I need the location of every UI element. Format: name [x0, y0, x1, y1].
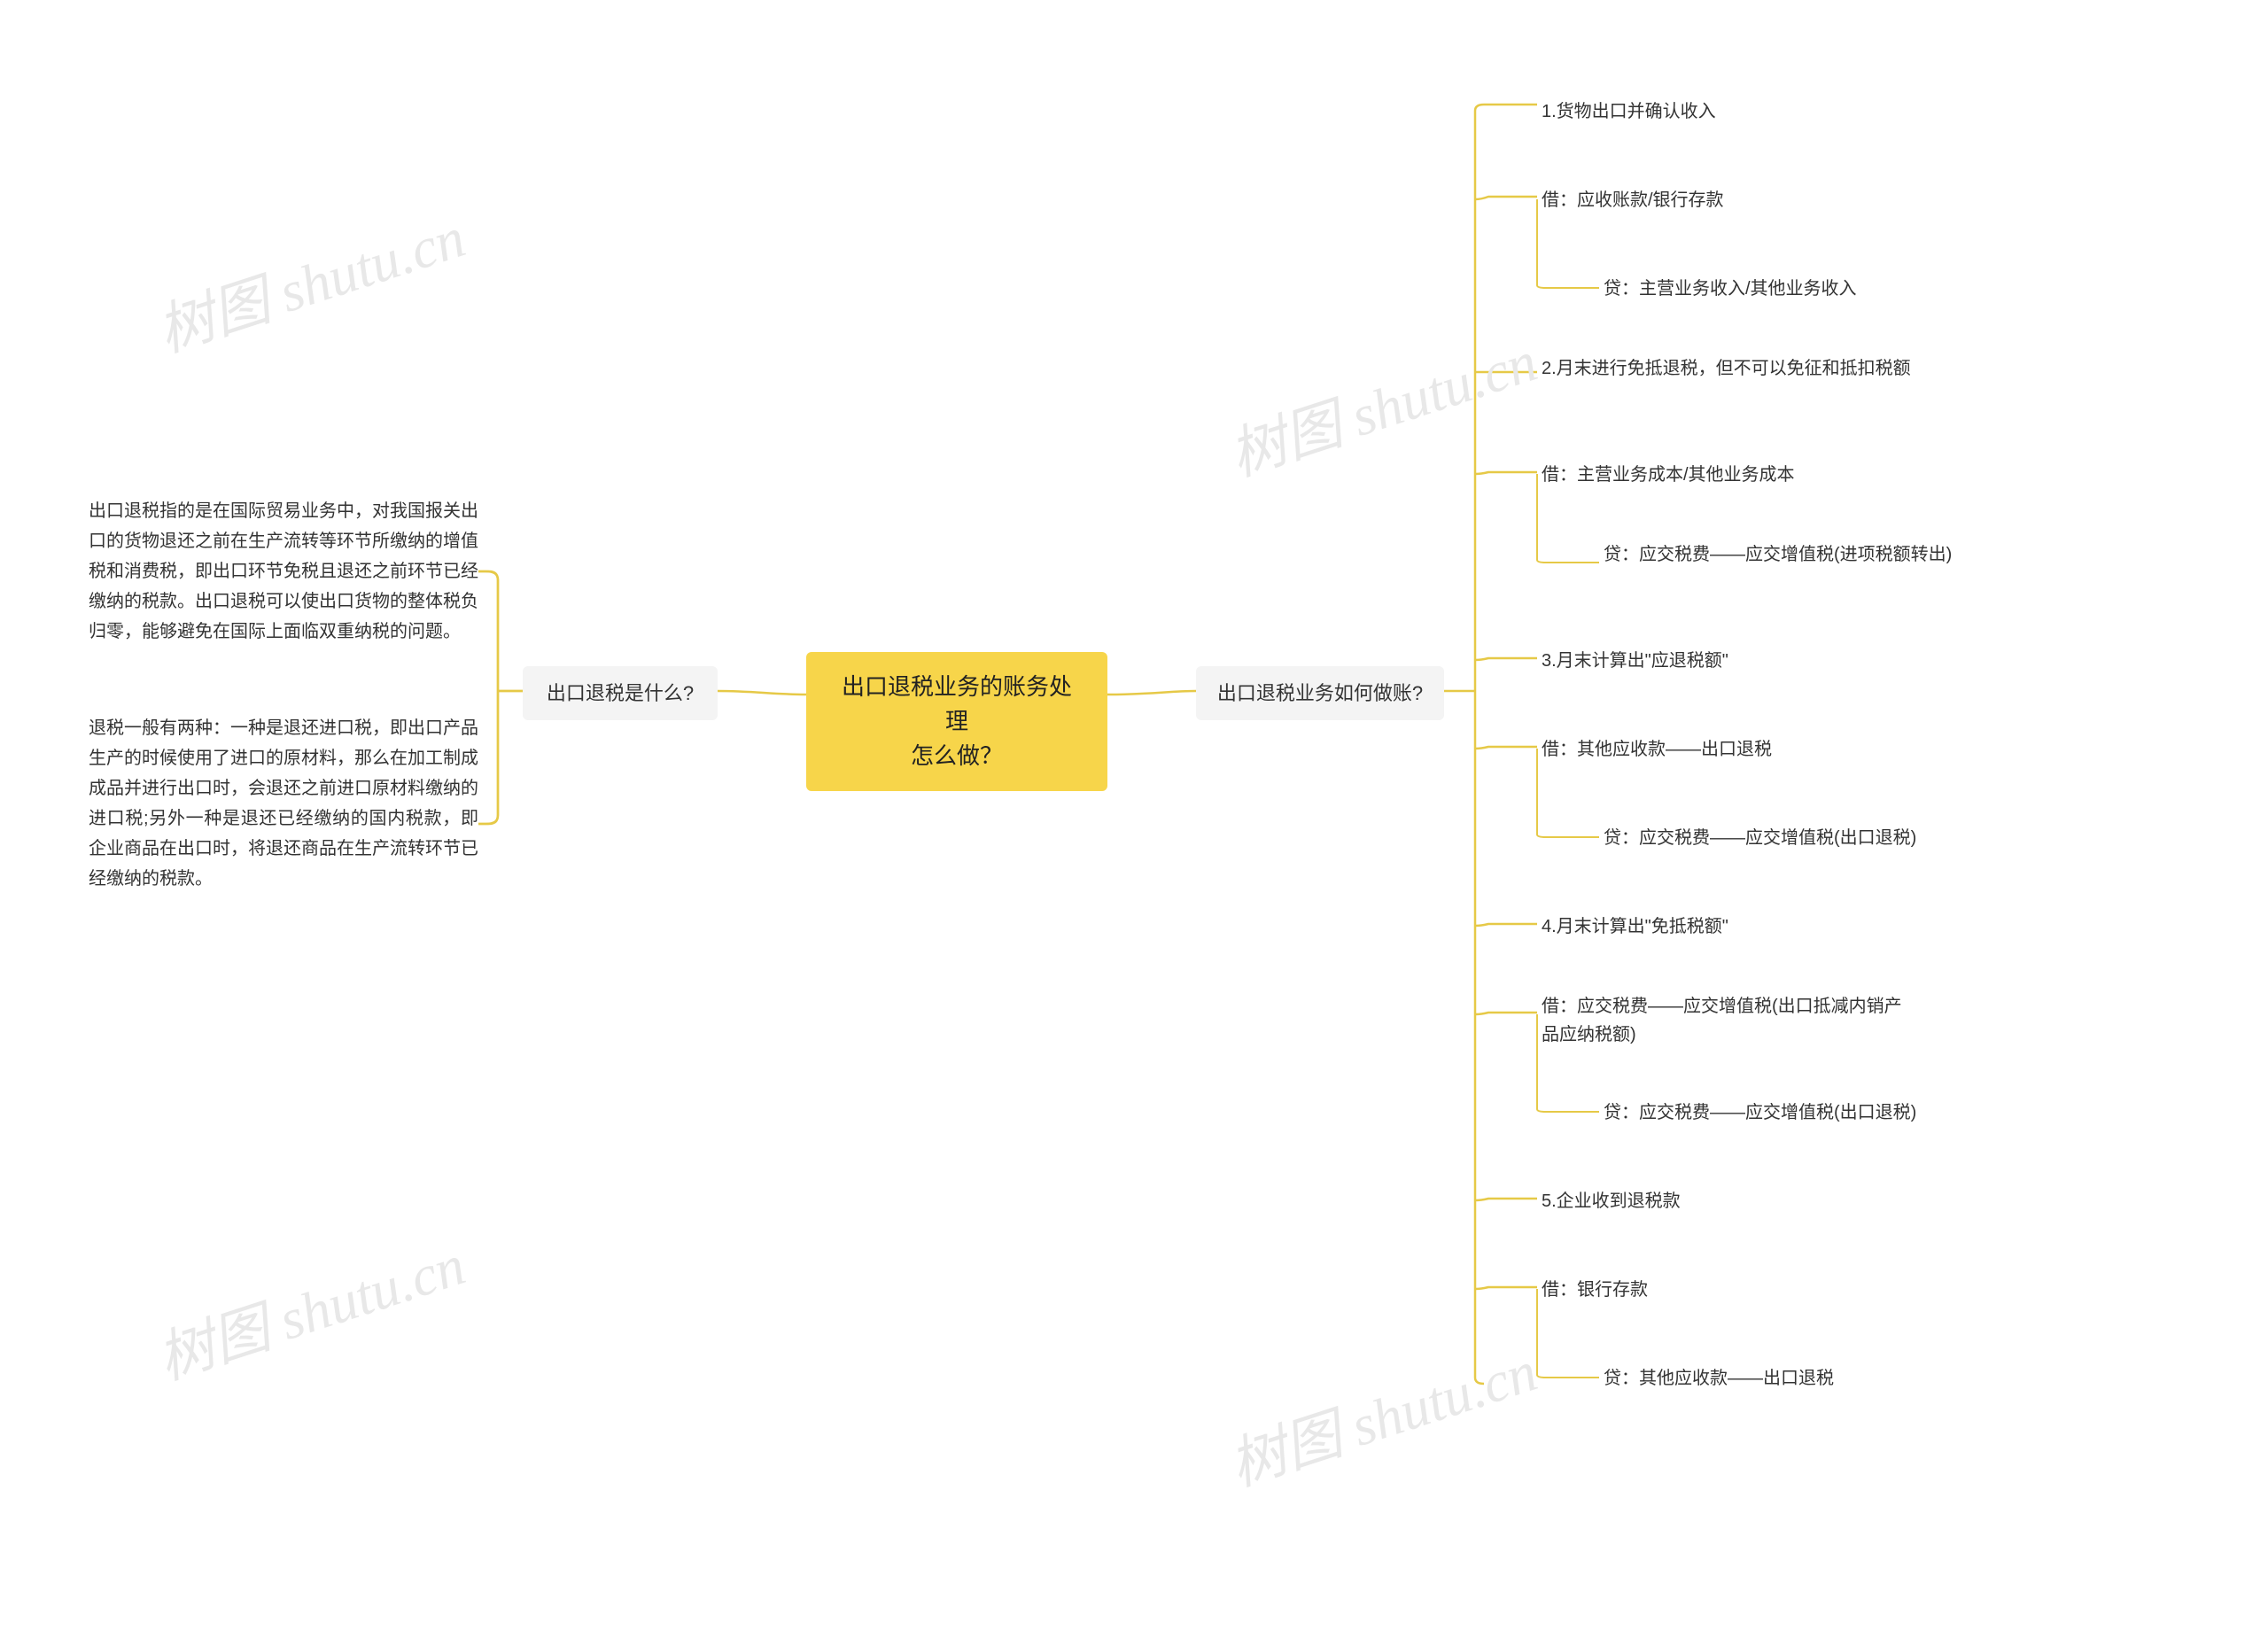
right-leaf-14: 贷：其他应收款——出口退税	[1604, 1364, 1834, 1393]
left-topic[interactable]: 出口退税是什么?	[523, 666, 718, 720]
right-leaf-10: 借：应交税费——应交增值税(出口抵减内销产品应纳税额)	[1542, 992, 1914, 1049]
watermark: 树图 shutu.cn	[1218, 316, 1546, 492]
watermark: 树图 shutu.cn	[146, 1220, 474, 1395]
right-leaf-12: 5.企业收到退税款	[1542, 1187, 1681, 1215]
left-leaf-1: 出口退税指的是在国际贸易业务中，对我国报关出口的货物退还之前在生产流转等环节所缴…	[89, 496, 478, 647]
right-leaf-9: 4.月末计算出"免抵税额"	[1542, 912, 1728, 941]
watermark: 树图 shutu.cn	[146, 192, 474, 368]
center-line2: 怎么做？	[831, 739, 1083, 773]
center-line1: 出口退税业务的账务处理	[831, 670, 1083, 739]
right-leaf-7: 借：其他应收款——出口退税	[1542, 735, 1772, 764]
center-node[interactable]: 出口退税业务的账务处理 怎么做？	[806, 652, 1107, 791]
right-leaf-2: 贷：主营业务收入/其他业务收入	[1604, 275, 1857, 303]
watermark: 树图 shutu.cn	[1218, 1326, 1546, 1502]
right-leaf-5: 贷：应交税费——应交增值税(进项税额转出)	[1604, 540, 1958, 569]
right-leaf-8: 贷：应交税费——应交增值税(出口退税)	[1604, 824, 1916, 852]
right-leaf-3: 2.月末进行免抵退税，但不可以免征和抵扣税额	[1542, 354, 1914, 383]
right-leaf-0: 1.货物出口并确认收入	[1542, 97, 1716, 126]
right-leaf-1: 借：应收账款/银行存款	[1542, 186, 1724, 214]
right-leaf-6: 3.月末计算出"应退税额"	[1542, 647, 1728, 675]
right-leaf-11: 贷：应交税费——应交增值税(出口退税)	[1604, 1098, 1916, 1127]
right-topic[interactable]: 出口退税业务如何做账?	[1196, 666, 1444, 720]
left-leaf-2: 退税一般有两种：一种是退还进口税，即出口产品生产的时候使用了进口的原材料，那么在…	[89, 713, 478, 894]
right-leaf-13: 借：银行存款	[1542, 1276, 1648, 1304]
right-leaf-4: 借：主营业务成本/其他业务成本	[1542, 461, 1795, 489]
